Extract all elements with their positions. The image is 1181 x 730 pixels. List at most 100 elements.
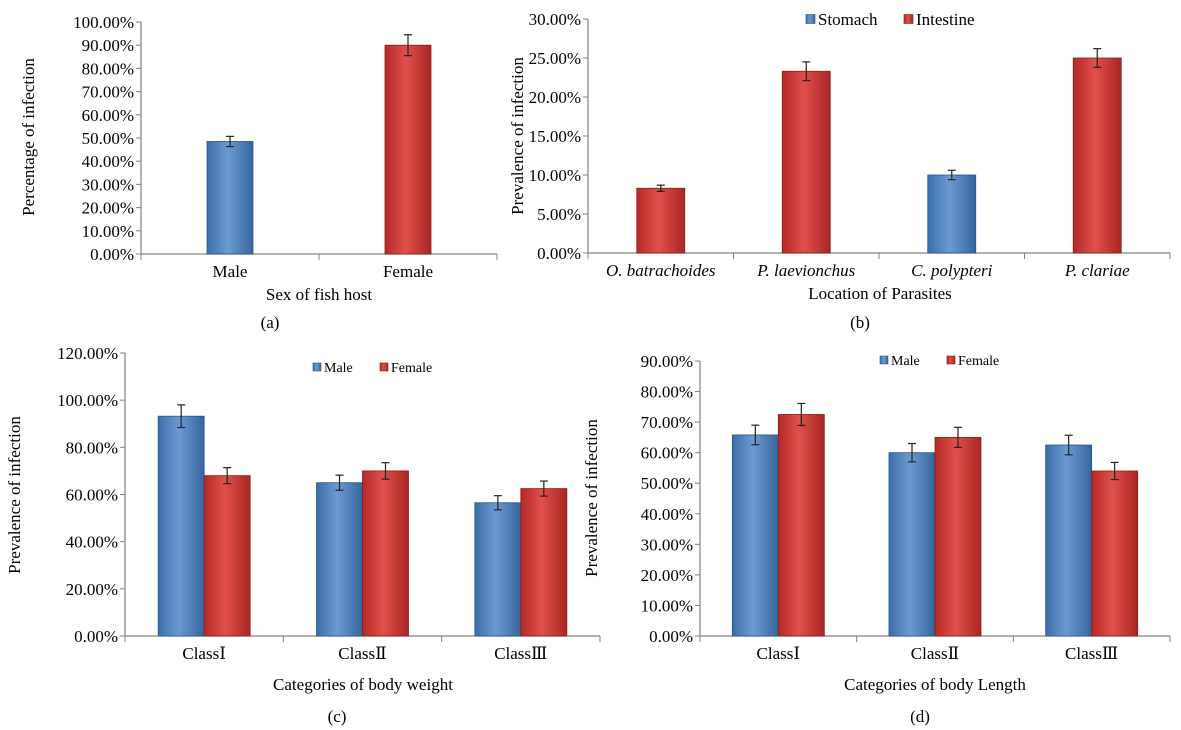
- legend-label-male: Male: [891, 354, 920, 369]
- y-tick-label: 10.00%: [82, 222, 134, 241]
- x-tick-label: ClassⅡ: [911, 644, 959, 663]
- y-axis-title: Prevalence of infection: [5, 416, 24, 574]
- legend-label-intestine: Intestine: [916, 10, 975, 29]
- y-tick-label: 0.00%: [90, 245, 134, 264]
- legend-label-stomach: Stomach: [818, 10, 878, 29]
- legend: Stomach Intestine: [805, 10, 975, 29]
- x-tick-label: ClassⅢ: [494, 644, 547, 663]
- bar-female-2: [1091, 470, 1139, 637]
- bar-male-0: [731, 434, 779, 637]
- legend-swatch-intestine: [903, 14, 914, 24]
- y-tick-label: 20.00%: [82, 199, 134, 218]
- bar-female-0: [777, 414, 825, 637]
- panel-caption: (b): [850, 313, 870, 332]
- legend: Male Female: [879, 354, 999, 369]
- y-tick-label: 100.00%: [57, 391, 118, 410]
- error-bar: [381, 462, 390, 480]
- chart-a: 0.00% 10.00% 20.00% 30.00% 40.00% 50.00% 60.00…: [19, 13, 498, 332]
- bar-3: [1072, 57, 1122, 254]
- x-tick-label: Male: [213, 262, 248, 281]
- y-tick-label: 90.00%: [82, 36, 134, 55]
- y-tick-label: 70.00%: [82, 83, 134, 102]
- x-tick-label: O. batrachoides: [606, 261, 716, 280]
- bar-female-1: [362, 470, 409, 637]
- x-axis-title: Sex of fish host: [266, 285, 373, 304]
- x-tick-label: P. laevionchus: [756, 261, 855, 280]
- y-tick-label: 60.00%: [66, 486, 118, 505]
- legend-swatch-female: [379, 362, 389, 372]
- error-bar: [908, 442, 916, 463]
- legend-swatch-male: [879, 355, 889, 365]
- error-bar: [1110, 461, 1119, 481]
- error-bar: [404, 34, 412, 57]
- x-tick-label: ClassⅢ: [1065, 644, 1118, 663]
- error-bar: [802, 61, 811, 82]
- bar-1: [384, 44, 432, 255]
- legend-label-female: Female: [391, 361, 432, 376]
- y-tick-label: 40.00%: [82, 152, 134, 171]
- error-bar: [539, 480, 548, 497]
- y-tick-label: 90.00%: [641, 352, 693, 371]
- x-tick-label: ClassⅠ: [757, 644, 801, 663]
- error-bar: [223, 467, 232, 485]
- y-tick-label: 20.00%: [529, 88, 581, 107]
- bar-0: [636, 187, 686, 254]
- legend-label-female: Female: [958, 354, 999, 369]
- y-tick-label: 50.00%: [641, 474, 693, 493]
- bar-female-2: [520, 488, 568, 637]
- y-axis-title: Prevalence of infection: [582, 419, 601, 577]
- y-tick-label: 100.00%: [73, 13, 134, 32]
- y-tick-label: 70.00%: [641, 413, 693, 432]
- error-bar: [177, 404, 186, 429]
- y-tick-label: 30.00%: [82, 175, 134, 194]
- chart-c: 0.00% 20.00% 40.00% 60.00% 80.00% 100.00% 120.…: [5, 344, 601, 726]
- y-tick-label: 0.00%: [537, 244, 581, 263]
- bar-male-1: [888, 452, 936, 637]
- x-tick-label: ClassⅡ: [338, 644, 386, 663]
- error-bar: [947, 169, 956, 181]
- bar-female-1: [934, 436, 982, 637]
- y-tick-label: 40.00%: [641, 505, 693, 524]
- chart-b: 0.00% 5.00% 10.00% 15.00% 20.00% 25.00% 30.00%…: [508, 10, 1171, 332]
- y-tick-label: 80.00%: [66, 438, 118, 457]
- y-tick-label: 30.00%: [641, 535, 693, 554]
- y-tick-label: 5.00%: [537, 205, 581, 224]
- x-tick-label: ClassⅠ: [182, 644, 226, 663]
- x-tick-label: Female: [383, 262, 433, 281]
- bar-2: [927, 174, 977, 254]
- x-tick-label: C. polypteri: [911, 261, 992, 280]
- y-tick-label: 50.00%: [82, 129, 134, 148]
- y-tick-label: 15.00%: [529, 127, 581, 146]
- y-tick-label: 40.00%: [66, 533, 118, 552]
- panel-caption: (c): [328, 707, 347, 726]
- error-bar: [493, 495, 502, 511]
- y-tick-label: 0.00%: [74, 627, 118, 646]
- y-tick-label: 60.00%: [82, 106, 134, 125]
- y-tick-label: 20.00%: [66, 580, 118, 599]
- y-tick-label: 10.00%: [641, 596, 693, 615]
- bar-male-1: [316, 482, 363, 637]
- bar-male-0: [157, 415, 205, 637]
- error-bar: [1093, 48, 1102, 68]
- x-axis-title: Categories of body weight: [273, 675, 453, 694]
- panel-caption: (a): [261, 313, 280, 332]
- bar-1: [781, 70, 831, 254]
- legend-label-male: Male: [324, 361, 353, 376]
- y-axis-title: Prevalence of infection: [508, 57, 527, 215]
- bar-female-0: [203, 475, 251, 637]
- y-tick-label: 80.00%: [641, 383, 693, 402]
- error-bar: [751, 424, 760, 446]
- y-tick-label: 20.00%: [641, 566, 693, 585]
- panel-caption: (d): [910, 707, 930, 726]
- error-bar: [335, 474, 344, 491]
- legend: Male Female: [312, 361, 432, 376]
- y-tick-label: 25.00%: [529, 49, 581, 68]
- error-bar: [1064, 434, 1073, 456]
- y-tick-label: 10.00%: [529, 166, 581, 185]
- error-bar: [656, 184, 665, 192]
- y-tick-label: 0.00%: [649, 627, 693, 646]
- bar-male-2: [474, 502, 522, 637]
- chart-d: 0.00% 10.00% 20.00% 30.00% 40.00% 50.00% 60.00…: [582, 352, 1171, 726]
- bar-male-2: [1045, 444, 1093, 637]
